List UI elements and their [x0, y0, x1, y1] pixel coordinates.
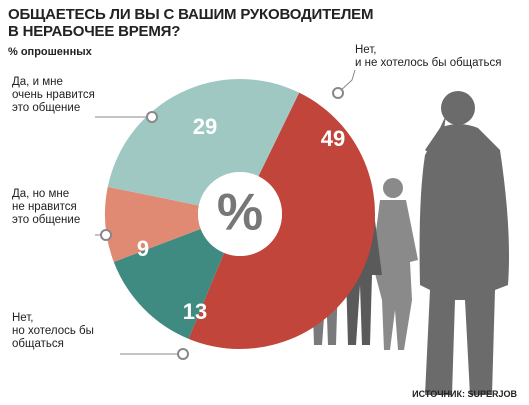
category-label: Да, и мне очень нравится это общение: [12, 76, 95, 114]
donut-hole: [198, 172, 282, 256]
category-label: Нет, и не хотелось бы общаться: [355, 44, 502, 69]
category-label: Нет, но хотелось бы общаться: [12, 312, 94, 350]
slice: [104, 186, 201, 262]
center-label: %: [217, 184, 263, 242]
slice: [113, 228, 224, 339]
value-label: 13: [183, 299, 207, 324]
slice: [107, 79, 300, 206]
value-label: 9: [137, 236, 149, 261]
subtitle: % опрошенных: [8, 46, 92, 58]
donut: [104, 79, 376, 350]
leader-dots: [100, 87, 344, 360]
source: ИСТОЧНИК: SUPERJOB: [412, 389, 517, 399]
category-label: Да, но мне не нравится это общение: [12, 188, 81, 226]
value-label: 49: [321, 126, 345, 151]
slice: [188, 92, 376, 350]
title: ОБЩАЕТЕСЬ ЛИ ВЫ С ВАШИМ РУКОВОДИТЕЛЕМ В …: [8, 6, 374, 40]
value-label: 29: [193, 114, 217, 139]
